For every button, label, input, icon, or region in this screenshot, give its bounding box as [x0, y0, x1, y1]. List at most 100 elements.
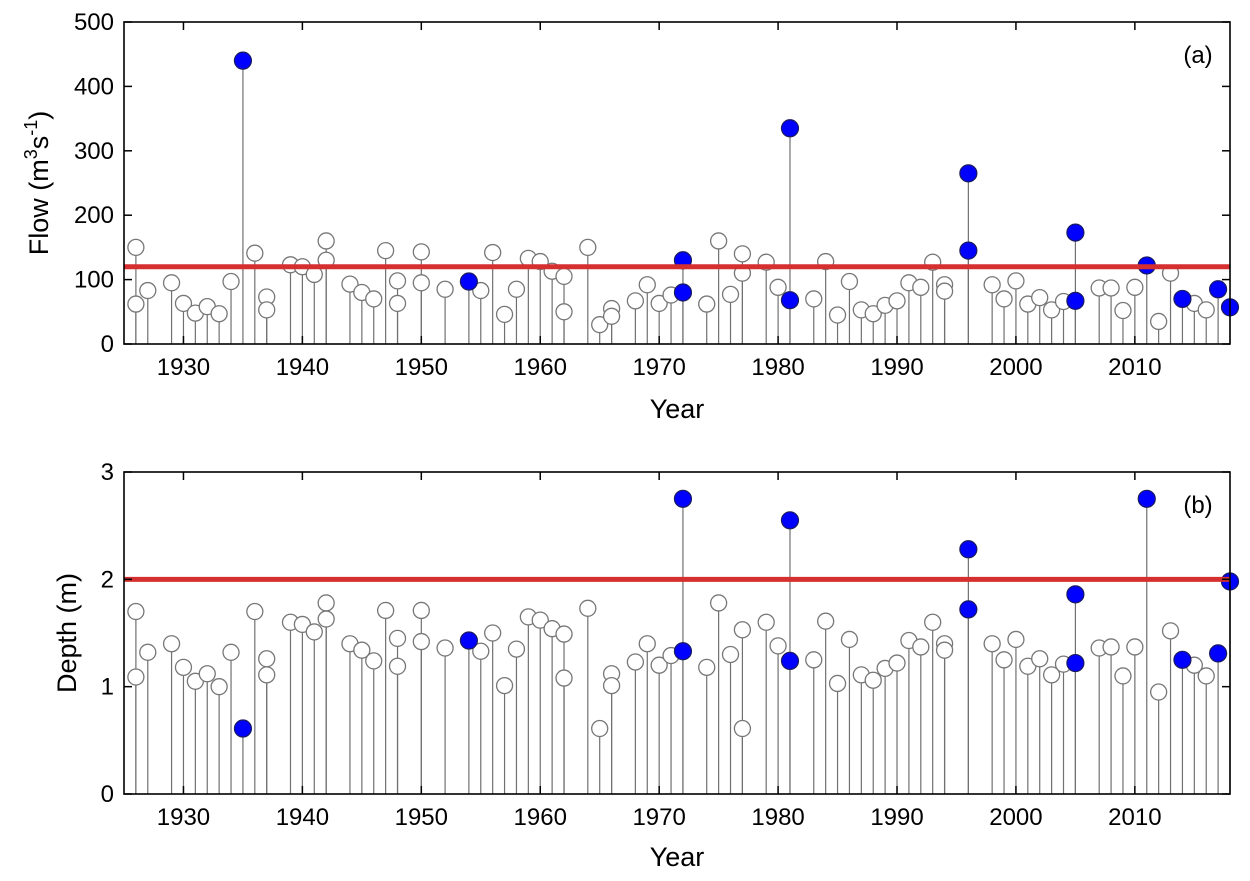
flow-point-open: [733, 245, 752, 263]
flow-point-open: [840, 272, 859, 291]
depth-point-open: [531, 611, 549, 629]
flow-point-open: [365, 290, 383, 308]
depth-point-open: [817, 612, 835, 630]
flow-x-tick-label: 1960: [514, 354, 567, 381]
y-axis-title-a-sup2: -1: [21, 120, 41, 136]
flow-point-open: [1149, 312, 1168, 331]
depth-point-open: [317, 610, 335, 628]
flow-point-open: [698, 295, 716, 313]
flow-point-open: [1114, 301, 1132, 320]
depth-point-open: [924, 613, 942, 631]
flow-point-open: [864, 305, 882, 323]
depth-point-open: [174, 658, 193, 676]
flow-point-open: [258, 301, 276, 319]
depth-point-highlight: [1173, 650, 1192, 669]
flow-point-open: [650, 294, 668, 313]
depth-panel: 1930 1940 1950 1960 1970 1980 1990 2000 2010 0 1 2 3…: [52, 459, 1240, 872]
depth-point-open: [258, 666, 276, 684]
depth-point-highlight: [959, 540, 978, 559]
depth-point-open: [626, 653, 645, 671]
depth-x-tick-label: 1930: [157, 804, 210, 831]
depth-point-open: [769, 637, 787, 655]
flow-point-open: [127, 295, 145, 313]
depth-point-open: [912, 638, 930, 656]
flow-y-tick-label: 300: [74, 138, 114, 165]
depth-point-open: [1114, 667, 1132, 685]
flow-point-open: [555, 267, 573, 286]
panel-label-a: (a): [1183, 42, 1212, 69]
flow-point-highlight: [1173, 289, 1192, 309]
flow-point-open: [495, 305, 514, 324]
flow-point-open: [412, 274, 430, 292]
depth-point-open: [721, 645, 740, 664]
flow-point-highlight: [1209, 280, 1228, 299]
flow-x-tick-label: 1930: [157, 354, 210, 381]
flow-point-open: [1197, 301, 1215, 319]
depth-point-open: [935, 641, 954, 659]
depth-point-open: [246, 602, 264, 621]
depth-point-open: [555, 625, 573, 643]
flow-point-open: [638, 276, 656, 294]
depth-point-open: [591, 719, 609, 738]
flow-point-open: [591, 316, 609, 334]
depth-point-open: [495, 676, 514, 695]
flow-point-open: [709, 232, 728, 250]
depth-x-tick-label: 2010: [1108, 804, 1161, 831]
depth-point-highlight: [673, 642, 693, 661]
depth-point-open: [472, 642, 490, 660]
flow-x-tick-label: 1940: [276, 354, 329, 381]
depth-x-tick-label: 1960: [514, 804, 567, 831]
y-axis-title-a-main: Flow (m: [24, 159, 54, 255]
flow-plot-frame: [123, 21, 1231, 345]
flow-point-open: [222, 272, 240, 291]
y-axis-title-a-end: ): [24, 111, 54, 120]
flow-point-open: [341, 275, 359, 293]
flow-point-highlight: [959, 241, 978, 260]
flow-x-tick-label: 1980: [751, 354, 804, 381]
y-axis-title-b: Depth (m): [52, 573, 82, 693]
flow-point-open: [888, 292, 906, 310]
depth-point-highlight: [1066, 653, 1085, 673]
depth-x-tick-label: 1940: [276, 804, 329, 831]
x-axis-title-b: Year: [650, 842, 705, 872]
flow-x-tick-label: 1990: [870, 354, 923, 381]
depth-point-open: [995, 651, 1013, 669]
depth-point-open: [828, 674, 847, 693]
depth-y-tick-label: 3: [101, 459, 114, 486]
flow-y-tick-label: 100: [74, 267, 114, 294]
depth-point-open: [805, 651, 823, 669]
flow-point-open: [555, 303, 573, 321]
flow-x-tick-label: 2010: [1108, 354, 1161, 381]
flow-point-highlight: [1066, 223, 1085, 242]
depth-point-open: [1007, 630, 1025, 649]
depth-point-open: [222, 643, 240, 661]
depth-point-open: [317, 594, 335, 612]
depth-point-highlight: [780, 511, 800, 530]
depth-point-highlight: [959, 600, 978, 619]
depth-point-open: [650, 656, 668, 674]
flow-point-open: [721, 285, 740, 304]
depth-point-open: [733, 621, 752, 639]
depth-point-open: [733, 719, 752, 738]
depth-point-open: [127, 602, 145, 621]
depth-point-open: [210, 678, 228, 696]
flow-point-highlight: [233, 51, 253, 70]
depth-point-highlight: [673, 489, 693, 508]
flow-point-open: [317, 232, 335, 250]
flow-point-open: [602, 307, 621, 325]
depth-point-highlight: [1209, 644, 1228, 663]
flow-point-open: [472, 281, 490, 300]
flow-point-open: [1007, 272, 1025, 290]
depth-x-tick-label: 1970: [632, 804, 685, 831]
depth-point-highlight: [459, 631, 478, 650]
flow-point-open: [828, 306, 847, 324]
depth-x-tick-label: 2000: [989, 804, 1042, 831]
y-axis-title-a-sup1: 3: [21, 149, 41, 159]
flow-point-open: [995, 290, 1013, 308]
flow-point-open: [1102, 279, 1120, 297]
flow-point-highlight: [959, 164, 978, 183]
flow-point-open: [436, 280, 454, 298]
flow-point-open: [1031, 288, 1049, 307]
flow-point-open: [388, 294, 407, 313]
